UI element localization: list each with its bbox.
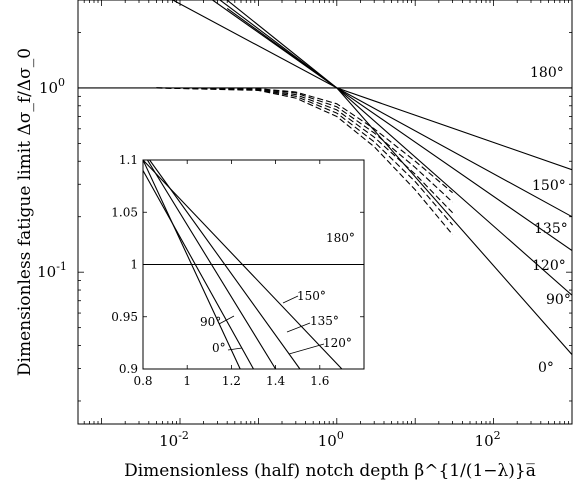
inset-label-120: 120° [323, 336, 352, 350]
inset-x-tick-label: 1 [183, 374, 191, 388]
main-series-dashed-10 [156, 87, 454, 235]
inset-y-tick-label: 1 [130, 258, 138, 272]
inset-label-0: 0° [212, 341, 226, 355]
inset-series-group [143, 160, 364, 369]
inset-y-tick-label: 0.9 [119, 362, 138, 376]
y-tick-exponent: 0 [58, 76, 65, 89]
main-label-180: 180° [530, 65, 564, 81]
main-series-150deg [171, 0, 572, 171]
main-label-150: 150° [532, 178, 566, 194]
inset-label-180: 180° [326, 231, 355, 245]
x-tick-label: 100 [318, 429, 344, 450]
inset-x-tick-label: 1.4 [266, 374, 285, 388]
inset-label-150: 150° [297, 289, 326, 303]
main-label-90: 90° [546, 292, 571, 308]
inset-pointer-90 [218, 315, 235, 325]
main-series-group [78, 0, 572, 355]
x-tick-exponent: 2 [494, 429, 501, 442]
y-tick-label: 100 [39, 76, 65, 97]
inset-x-tick-label: 1.6 [310, 374, 329, 388]
main-label-0: 0° [538, 360, 554, 376]
inset-label-90: 90° [200, 315, 221, 329]
x-tick-label: 102 [475, 429, 501, 450]
inset-pointer-135 [286, 322, 311, 333]
y-tick-label: 10-1 [37, 260, 67, 281]
main-label-135: 135° [534, 221, 568, 237]
inset-series-90deg [143, 170, 254, 369]
inset-y-tick-label: 1.05 [111, 205, 138, 219]
inset-pointer-150 [282, 295, 299, 304]
inset-pointer-120 [288, 343, 325, 355]
inset-y-tick-label: 1.1 [119, 153, 138, 167]
x-tick-label: 10-2 [159, 429, 189, 450]
x-tick-exponent: 0 [337, 429, 344, 442]
inset-label-135: 135° [310, 314, 339, 328]
y-tick-exponent: -1 [56, 260, 67, 273]
x-axis-title: Dimensionless (half) notch depth β^{1/(1… [124, 461, 536, 481]
inset-x-tick-label: 1.2 [222, 374, 241, 388]
y-axis-title: Dimensionless fatigue limit Δσ_f/Δσ_0 [15, 48, 35, 376]
main-label-120: 120° [532, 258, 566, 274]
inset-y-tick-label: 0.95 [111, 310, 138, 324]
inset-pointer-0 [227, 347, 243, 351]
inset-x-tick-label: 0.8 [133, 374, 152, 388]
inset-tick-group: 0.8 1 1.2 1.4 1.6 0.9 0.95 1 1.05 1.1 [111, 153, 364, 388]
x-tick-exponent: -2 [178, 429, 189, 442]
